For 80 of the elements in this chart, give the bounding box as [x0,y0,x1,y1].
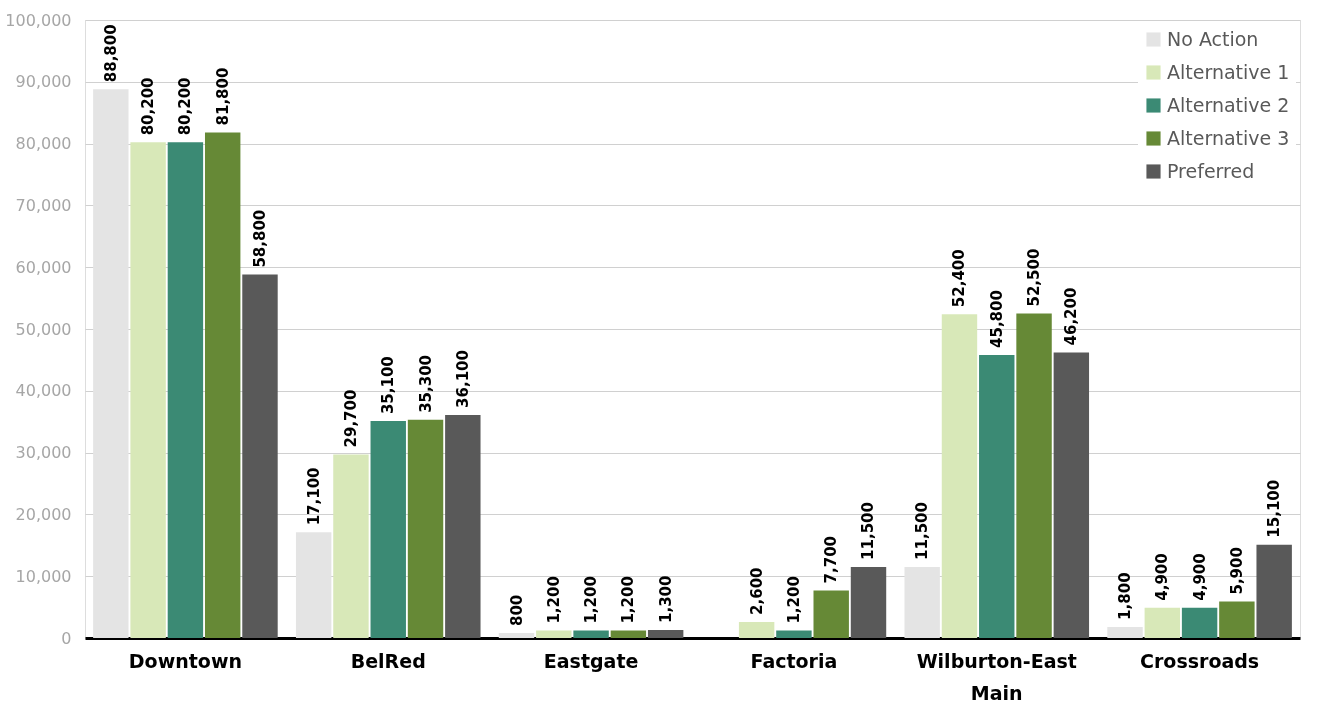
legend-label: No Action [1167,27,1259,50]
bar [93,89,129,638]
bar [941,314,978,638]
bar [370,421,406,638]
bar [1219,601,1255,638]
data-label: 4,900 [1153,553,1172,601]
bar [536,630,572,638]
bar [850,566,887,638]
data-label: 4,900 [1190,553,1209,601]
bar [167,142,204,638]
y-tick-label: 20,000 [15,504,72,524]
bar [1181,607,1218,638]
data-label: 1,200 [619,576,638,624]
data-label: 17,100 [304,467,323,526]
legend-label: Preferred [1167,159,1255,182]
data-label: 1,200 [582,576,601,624]
x-tick-label: Eastgate [543,649,639,672]
data-label: 1,200 [544,576,563,624]
data-label: 800 [507,594,526,627]
data-label: 1,800 [1116,572,1135,620]
data-label: 11,500 [859,502,878,560]
y-tick-label: 40,000 [15,381,72,401]
legend-label: Alternative 1 [1167,60,1290,83]
x-tick-label: BelRed [350,649,426,672]
y-tick-label: 0 [61,628,72,648]
legend-label: Alternative 3 [1167,126,1290,149]
data-label: 1,300 [656,575,675,623]
data-label: 35,300 [416,354,435,413]
x-tick-label: Downtown [128,649,242,672]
bar [498,633,535,638]
x-tick-label: Wilburton-East Main [916,649,1077,704]
bar [610,630,647,638]
bar [647,629,684,638]
x-tick-label: Crossroads [1140,649,1260,672]
data-label: 11,500 [913,502,932,560]
bar [242,274,278,638]
data-label: 80,200 [139,77,158,136]
bar [776,630,812,638]
y-tick-label: 30,000 [15,443,72,463]
data-label: 7,700 [822,535,841,584]
y-tick-label: 100,000 [5,10,72,30]
x-tick-label: Factoria [750,649,838,672]
y-tick-label: 70,000 [15,195,72,215]
data-label: 36,100 [453,350,472,408]
bar [573,630,609,638]
y-tick-label: 90,000 [15,72,72,92]
y-tick-label: 50,000 [15,319,72,339]
data-label: 46,200 [1062,287,1081,346]
data-label: 58,800 [250,209,269,268]
bar [445,414,481,638]
bar [407,419,444,638]
y-tick-label: 10,000 [15,566,72,586]
bar [813,590,849,638]
bar [1016,313,1052,638]
data-label: 81,800 [213,67,232,126]
bar [1053,352,1090,638]
bar [204,132,241,638]
data-label: 15,100 [1265,479,1284,538]
legend-label: Alternative 2 [1167,93,1290,116]
data-label: 35,100 [379,356,398,415]
bar [979,354,1015,638]
y-tick-label: 80,000 [15,134,72,154]
bar [904,566,940,638]
bar [130,142,166,638]
bar [333,454,369,638]
data-label: 45,800 [987,290,1006,348]
bar [738,621,775,638]
bar [295,532,332,638]
bar [1144,607,1181,638]
data-label: 52,500 [1025,248,1044,307]
data-label: 52,400 [950,249,969,308]
data-label: 5,900 [1227,547,1246,595]
data-label: 88,800 [101,24,120,83]
data-label: 80,200 [176,77,195,136]
data-label: 1,200 [784,576,803,624]
data-label: 2,600 [747,567,766,615]
bar [1256,544,1292,638]
data-label: 29,700 [341,389,360,448]
bar [1107,626,1143,638]
y-tick-label: 60,000 [15,257,72,277]
